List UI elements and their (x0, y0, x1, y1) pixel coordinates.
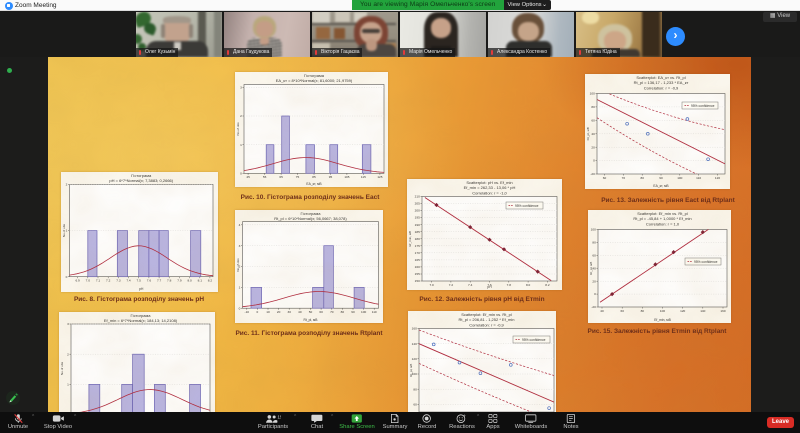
svg-text:15: 15 (278, 414, 281, 419)
svg-text:+: + (464, 414, 467, 418)
